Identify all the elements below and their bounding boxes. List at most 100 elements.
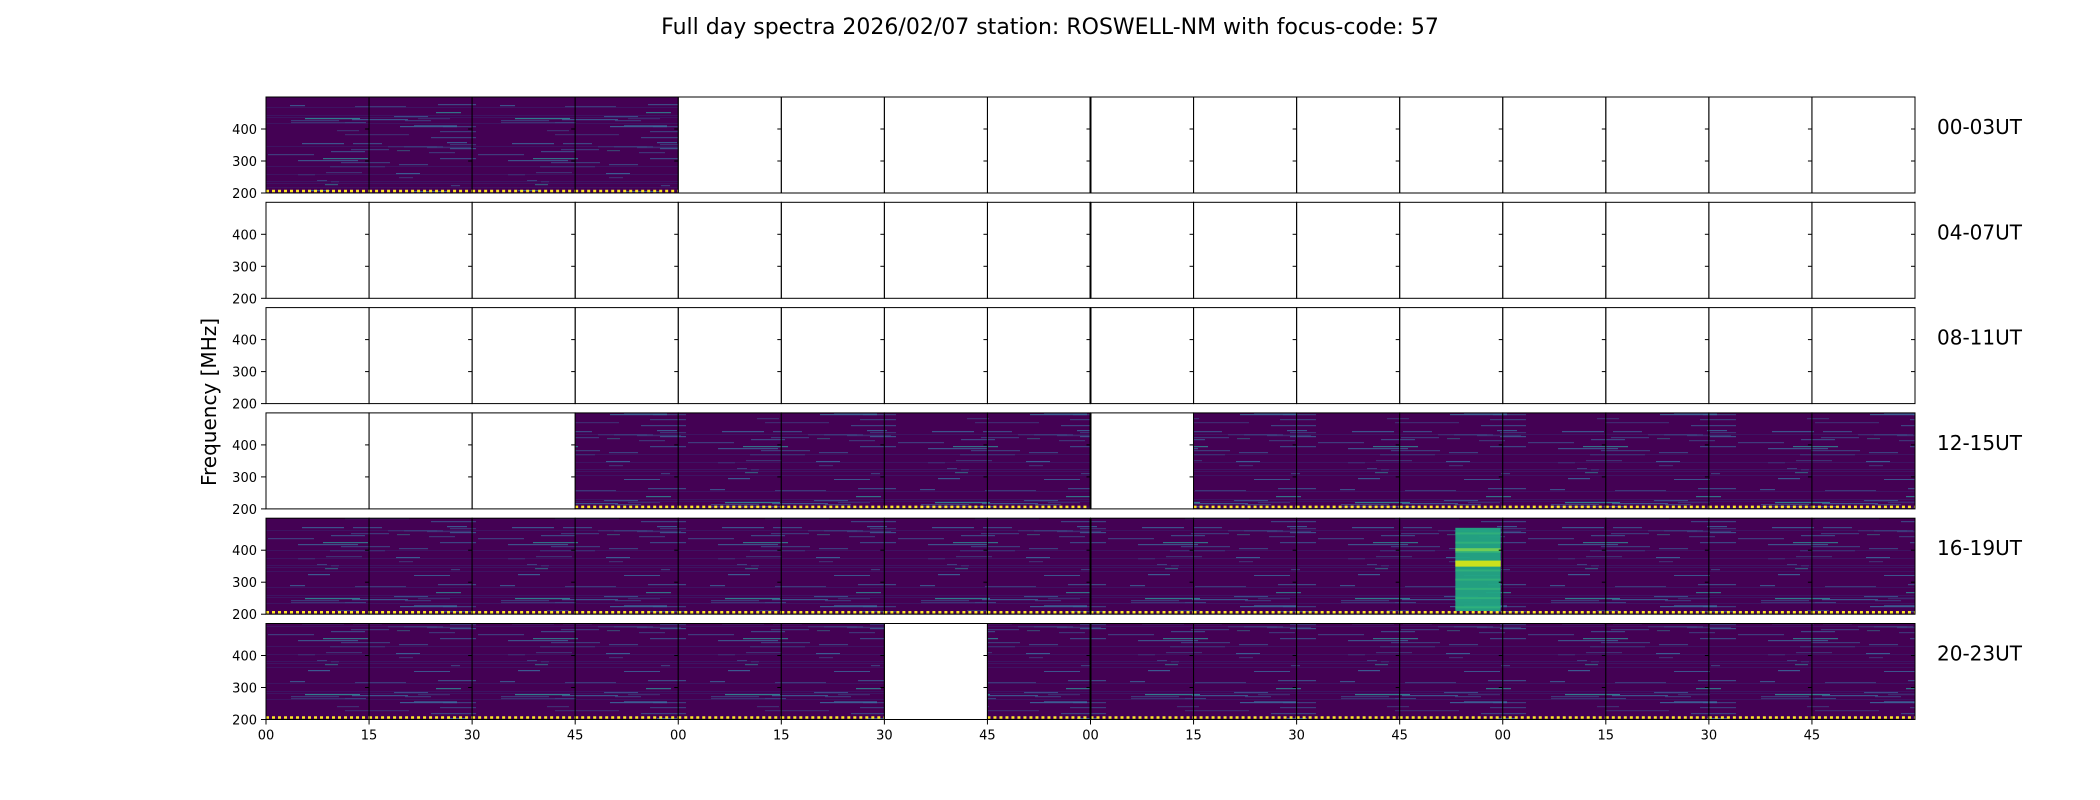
spectrum-panel (368, 517, 473, 615)
spectrum-panel (471, 201, 576, 299)
spectrum-cell (266, 623, 370, 720)
spectrum-panel (1399, 412, 1504, 510)
spectrum-panel (1090, 517, 1195, 615)
spectrum-panel (1502, 307, 1607, 405)
y-tick-label: 300 (232, 260, 257, 275)
panel-frame (780, 201, 885, 299)
spectrum-panel (1811, 517, 1916, 615)
chart-title: Full day spectra 2026/02/07 station: ROS… (661, 15, 1439, 40)
spectrum-panel (265, 623, 370, 720)
panel-frame (368, 412, 473, 510)
spectrum-cell (575, 97, 679, 193)
y-tick-label: 400 (232, 334, 257, 349)
spectrum-panel (986, 96, 1091, 194)
panel-frame (883, 96, 988, 194)
spectrum-panel (986, 517, 1091, 615)
panel-frame (471, 307, 576, 405)
spectrum-panel (265, 307, 370, 405)
spectrum-panel (1090, 201, 1195, 299)
panel-frame (1193, 201, 1298, 299)
spectrum-panel (265, 96, 370, 194)
panel-frame (1708, 96, 1813, 194)
spectrum-panel (1811, 96, 1916, 194)
panel-frame (1811, 412, 1916, 510)
spectrum-panel (1502, 623, 1607, 720)
spectrum-cell (1399, 623, 1503, 720)
spectrum-panel (677, 623, 782, 720)
spectrum-panel (368, 96, 473, 194)
spectrum-panel (265, 412, 370, 510)
spectrum-panel (1811, 307, 1916, 405)
spectrum-panel (471, 623, 576, 720)
row-label: 20-23UT (1937, 642, 2023, 666)
panel-frame (1296, 96, 1401, 194)
spectrum-cell (884, 518, 988, 615)
spectrum-cell (678, 412, 782, 509)
panel-frame (883, 307, 988, 405)
spectrum-panel (1296, 412, 1401, 510)
panel-frame (1193, 96, 1298, 194)
y-tick-label: 200 (232, 503, 257, 518)
spectrum-panel (1708, 517, 1813, 615)
spectrum-panel (677, 201, 782, 299)
panel-frame (1605, 96, 1710, 194)
y-tick-label: 200 (232, 187, 257, 202)
panel-frame (368, 307, 473, 405)
x-tick-label: 00 (1082, 729, 1099, 744)
spectrum-panel (883, 201, 988, 299)
y-tick-label: 200 (232, 398, 257, 413)
spectrum-panel (1193, 517, 1298, 615)
panel-frame (1399, 307, 1504, 405)
spectrum-cell (575, 623, 679, 720)
spectrum-cell (1296, 623, 1400, 720)
spectrum-cell (781, 518, 885, 615)
spectrum-panel (883, 307, 988, 405)
spectrum-panel (780, 96, 885, 194)
spectrum-cell (678, 623, 782, 720)
panel-frame (1502, 307, 1607, 405)
spectrum-panel (780, 412, 885, 510)
x-tick-label: 45 (567, 729, 584, 744)
spectrum-cell (781, 412, 885, 509)
x-tick-label: 45 (1804, 729, 1821, 744)
spectrum-panel (1090, 307, 1195, 405)
spectrum-cell (1193, 412, 1297, 509)
spectrum-panel (1296, 201, 1401, 299)
spectrum-panel (574, 307, 679, 405)
spectrum-panel (1811, 412, 1916, 510)
y-tick-label: 300 (232, 471, 257, 486)
spectrum-panel (265, 201, 370, 299)
y-tick-label: 300 (232, 576, 257, 591)
y-tick-label: 400 (232, 650, 257, 665)
spectrum-cell (678, 518, 782, 615)
panel-frame (1090, 201, 1195, 299)
panel-frame (986, 96, 1091, 194)
spectrum-panel (1502, 412, 1607, 510)
panel-frame (1811, 96, 1916, 194)
panel-frame (1811, 623, 1916, 720)
panel-frame (1502, 96, 1607, 194)
spectrum-panel (1193, 96, 1298, 194)
panel-frame (471, 201, 576, 299)
spectrum-panel (574, 623, 679, 720)
spectrum-panel (368, 307, 473, 405)
y-tick-label: 300 (232, 682, 257, 697)
spectrum-cell (575, 412, 679, 509)
row-label: 08-11UT (1937, 326, 2023, 350)
spectrum-cell (266, 518, 370, 615)
panel-frame (574, 307, 679, 405)
spectrum-panel (677, 517, 782, 615)
spectrum-panel (1193, 307, 1298, 405)
panel-frame (883, 623, 988, 720)
spectrum-panel (1811, 623, 1916, 720)
spectrum-cell (1296, 518, 1400, 615)
spectrum-panel (574, 517, 679, 615)
spectrum-panel (1193, 412, 1298, 510)
panel-frame (677, 307, 782, 405)
y-tick-label: 200 (232, 292, 257, 307)
spectrum-panel (1193, 623, 1298, 720)
spectrum-panel (1605, 517, 1710, 615)
panel-frame (1502, 201, 1607, 299)
spectrum-panel (1502, 517, 1607, 615)
x-tick-label: 15 (1185, 729, 1202, 744)
